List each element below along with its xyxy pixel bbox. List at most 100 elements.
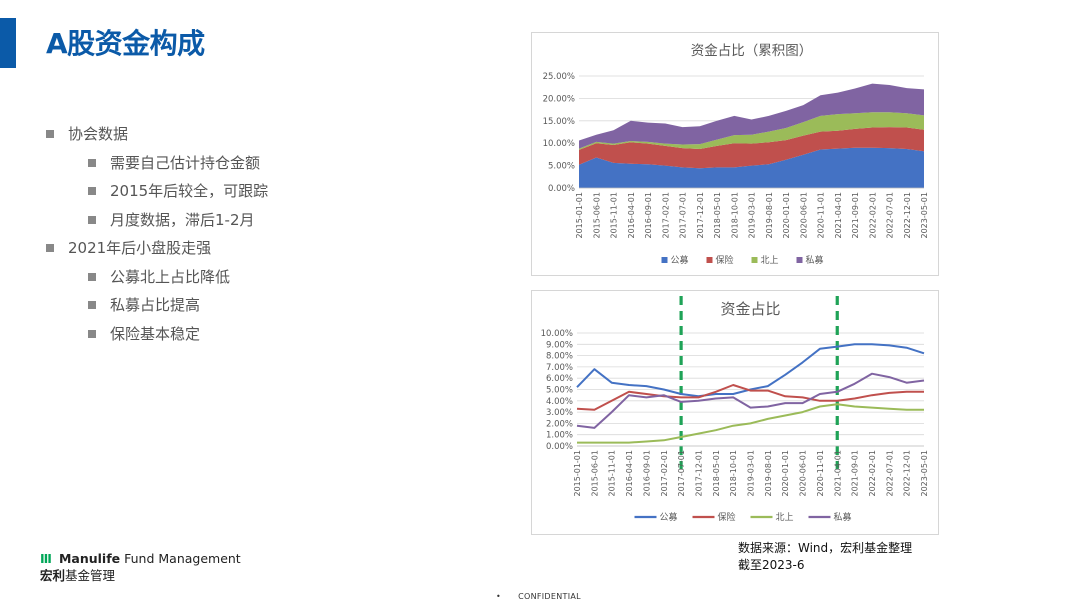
x-tick-label: 2015-01-01 (575, 192, 584, 239)
logo-brand-rest: Fund Management (124, 551, 241, 566)
x-tick-label: 2017-12-01 (696, 192, 705, 239)
x-tick-label: 2019-08-01 (764, 450, 773, 497)
y-tick-label: 8.00% (546, 352, 573, 362)
stacked-area-chart-svg: 资金占比（累积图） 0.00% 5.00% 10.00% 15.00% 20.00% 25.… (543, 43, 929, 266)
legend-label: 公募 (660, 511, 678, 523)
square-bullet-icon (88, 215, 96, 224)
legend-label: 私募 (834, 511, 852, 523)
logo-cn-bold: 宏利 (40, 568, 66, 583)
x-tick-label: 2021-09-01 (851, 450, 860, 497)
legend-label: 北上 (761, 255, 779, 266)
line-series-北上 (577, 403, 924, 444)
legend-label: 私募 (806, 254, 824, 266)
y-tick-label: 25.00% (543, 72, 575, 82)
x-tick-label: 2019-08-01 (765, 192, 774, 239)
y-tick-label: 7.00% (546, 363, 573, 373)
x-tick-label: 2018-10-01 (730, 192, 739, 239)
bullet-list: 协会数据 需要自己估计持仓金额 2015年后较全，可跟踪 月度数据，滞后1-2月… (46, 120, 268, 348)
line-chart-svg: 资金占比 0.00%1.00% 2.00%3.00%4.00%5.00% 6.00%7… (541, 296, 929, 523)
chart-title: 资金占比 (720, 300, 780, 318)
x-tick-label: 2020-01-01 (782, 192, 791, 239)
legend-label: 北上 (776, 512, 794, 523)
logo-cn-rest: 基金管理 (65, 568, 116, 583)
x-tick-label: 2015-11-01 (608, 450, 617, 497)
bullet-item: 2015年后较全，可跟踪 (46, 177, 268, 206)
bullet-text: 协会数据 (68, 125, 129, 143)
legend-label: 保险 (716, 254, 734, 266)
square-bullet-icon (46, 244, 54, 252)
area-series-北上 (579, 112, 924, 150)
bullet-text: 私募占比提高 (110, 296, 201, 314)
x-tick-label: 2017-02-01 (661, 192, 670, 239)
bullet-item: 月度数据，滞后1-2月 (46, 206, 268, 235)
x-tick-label: 2022-12-01 (903, 450, 912, 497)
bullet-text: 公募北上占比降低 (110, 267, 231, 286)
legend-swatch (796, 257, 803, 263)
bullet-item: 2021年后小盘股走强 (46, 234, 268, 263)
x-tick-label: 2016-09-01 (642, 450, 651, 497)
square-bullet-icon (88, 272, 96, 281)
bullet-text: 2021年后小盘股走强 (68, 239, 212, 257)
square-bullet-icon (88, 158, 96, 167)
x-tick-label: 2016-09-01 (644, 192, 653, 239)
x-tick-label: 2022-02-01 (868, 192, 877, 239)
bullet-item: 保险基本稳定 (46, 320, 268, 349)
bullet-text: 2015年后较全，可跟踪 (110, 182, 269, 200)
x-tick-label: 2022-07-01 (886, 192, 895, 239)
y-tick-label: 0.00% (546, 442, 573, 452)
legend-label: 保险 (718, 511, 736, 523)
stacked-area-chart: 资金占比（累积图） 0.00% 5.00% 10.00% 15.00% 20.00% 25.… (531, 32, 939, 276)
x-tick-label: 2022-12-01 (903, 192, 912, 239)
x-tick-label: 2018-05-01 (713, 192, 722, 239)
x-tick-label: 2019-03-01 (748, 192, 757, 239)
y-tick-label: 4.00% (546, 397, 573, 407)
square-bullet-icon (88, 301, 96, 309)
data-source-note: 数据来源：Wind，宏利基金整理 截至2023-6 (738, 540, 912, 574)
legend-swatch (751, 257, 758, 263)
date-line: 截至2023-6 (738, 558, 805, 572)
footer-bullet: • (496, 592, 502, 601)
legend-label: 公募 (671, 254, 689, 266)
x-tick-label: 2020-11-01 (816, 450, 825, 497)
bullet-item: 私募占比提高 (46, 291, 268, 320)
x-tick-label: 2019-03-01 (747, 450, 756, 497)
square-bullet-icon (88, 329, 96, 338)
x-tick-label: 2015-01-01 (573, 450, 582, 497)
square-bullet-icon (88, 187, 96, 195)
x-tick-label: 2018-05-01 (712, 450, 721, 497)
y-tick-label: 3.00% (546, 408, 573, 418)
bullet-item: 需要自己估计持仓金额 (46, 149, 268, 178)
y-tick-label: 10.00% (541, 329, 573, 339)
x-tick-label: 2020-06-01 (799, 450, 808, 497)
x-tick-label: 2021-04-01 (834, 192, 843, 239)
slide-title: A股资金构成 (46, 27, 205, 60)
x-tick-label: 2017-12-01 (694, 450, 703, 497)
y-tick-label: 15.00% (543, 117, 575, 127)
square-bullet-icon (46, 130, 54, 138)
x-tick-label: 2015-11-01 (610, 192, 619, 239)
y-tick-label: 5.00% (546, 386, 573, 396)
legend-swatch (706, 257, 713, 263)
x-tick-label: 2015-06-01 (590, 450, 599, 497)
x-tick-label: 2017-02-01 (660, 450, 669, 497)
bullet-text: 需要自己估计持仓金额 (110, 153, 261, 172)
line-series-保险 (576, 384, 924, 411)
x-tick-label: 2015-06-01 (592, 192, 601, 239)
x-tick-label: 2017-07-01 (677, 450, 686, 497)
x-tick-label: 2020-01-01 (781, 450, 790, 497)
manulife-mark-icon: III (40, 551, 52, 566)
area-series-私募 (579, 83, 924, 149)
footer-text: CONFIDENTIAL (518, 592, 581, 601)
line-series-公募 (576, 343, 925, 398)
x-tick-label: 2020-06-01 (799, 192, 808, 239)
x-tick-label: 2021-04-01 (833, 450, 842, 497)
y-tick-label: 6.00% (546, 374, 573, 384)
x-tick-label: 2022-07-01 (885, 450, 894, 497)
legend-swatch (661, 257, 668, 263)
bullet-item: 公募北上占比降低 (46, 263, 268, 292)
x-tick-label: 2022-02-01 (868, 450, 877, 497)
y-tick-label: 10.00% (543, 139, 575, 149)
confidential-footer: • CONFIDENTIAL (496, 592, 581, 601)
x-tick-label: 2018-10-01 (729, 450, 738, 497)
chart-title: 资金占比（累积图） (691, 43, 813, 59)
